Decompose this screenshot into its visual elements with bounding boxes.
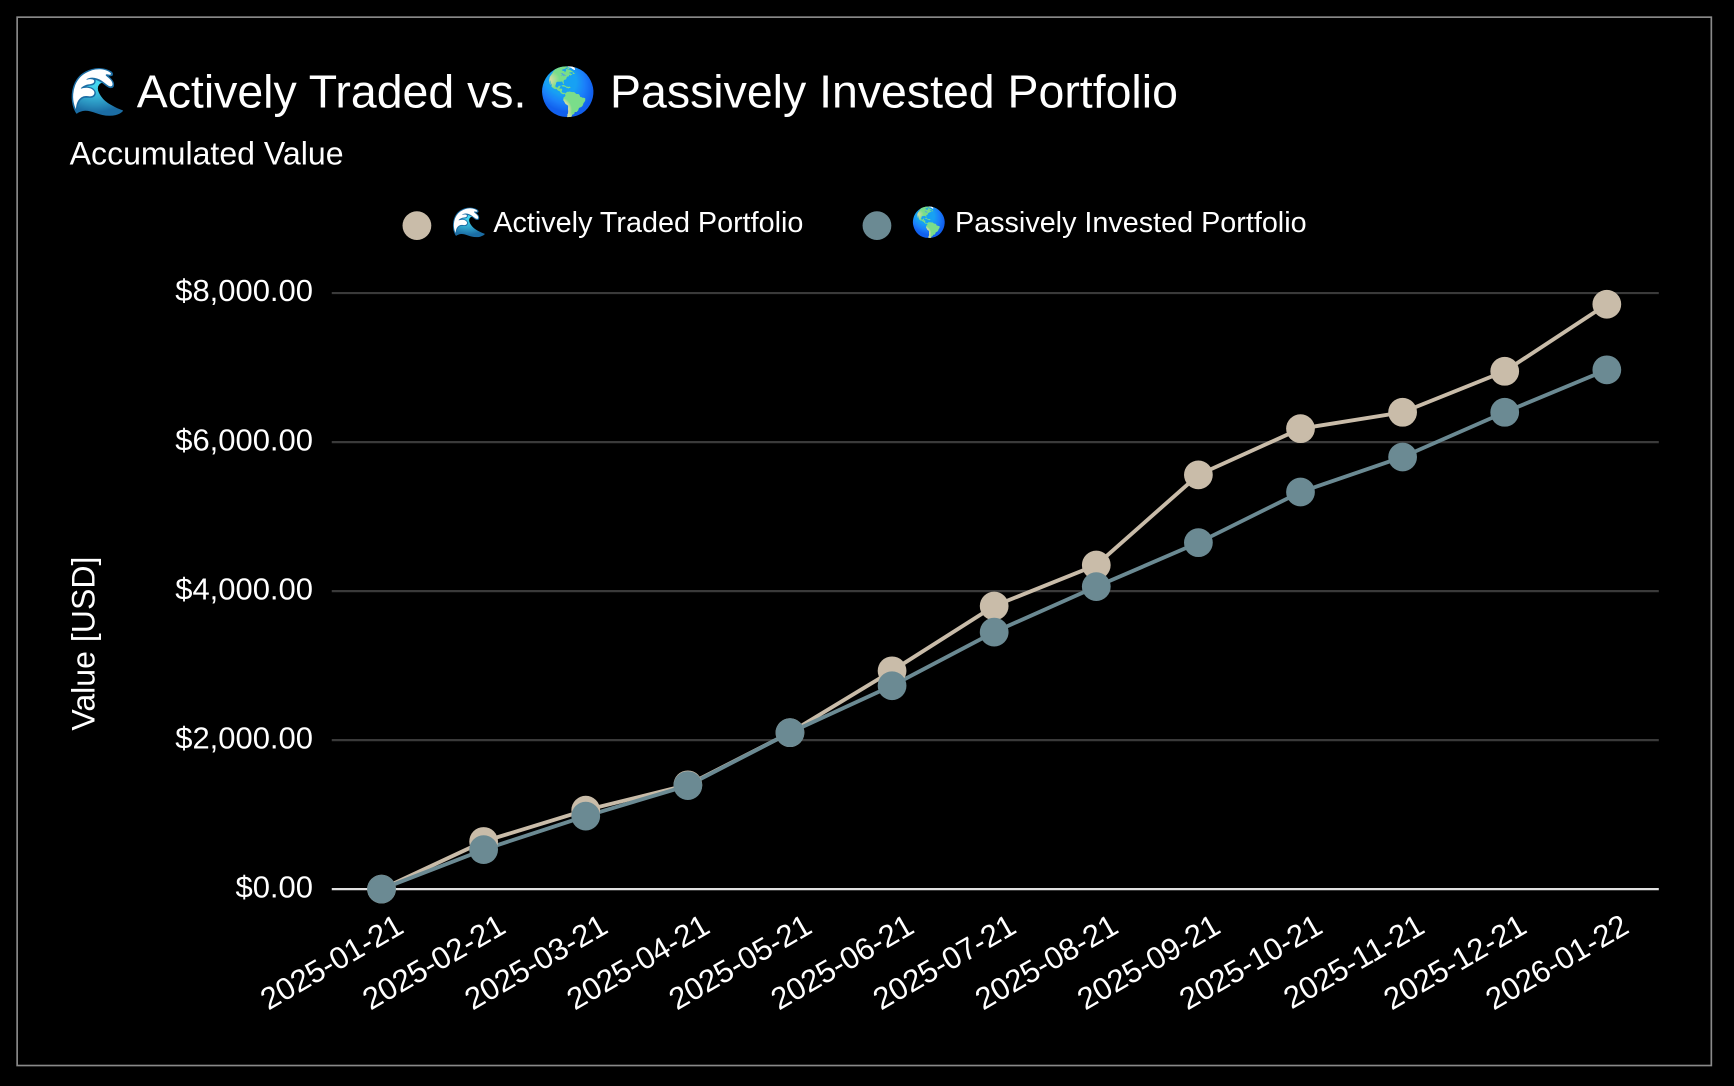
data-point: [1184, 460, 1213, 490]
chart-border: [16, 16, 1713, 1067]
legend-label: 🌊 Actively Traded Portfolio: [451, 205, 803, 239]
data-point: [1592, 355, 1622, 385]
data-point: [469, 835, 499, 865]
data-point: [1592, 289, 1622, 319]
y-tick-label: $4,000.00: [175, 571, 313, 606]
data-point: [1388, 397, 1417, 427]
data-point: [979, 617, 1009, 647]
data-point: [673, 771, 703, 800]
data-point: [571, 801, 601, 831]
data-point: [1490, 356, 1520, 386]
chart-subtitle: Accumulated Value: [70, 135, 344, 171]
y-tick-label: $8,000.00: [175, 273, 313, 308]
data-point: [1490, 397, 1520, 427]
data-point: [1286, 477, 1315, 507]
y-tick-label: $0.00: [235, 869, 312, 904]
data-point: [1081, 550, 1111, 580]
data-point: [367, 874, 396, 904]
y-tick-label: $6,000.00: [175, 422, 313, 457]
data-point: [1388, 442, 1417, 472]
data-point: [1081, 572, 1111, 602]
data-point: [1184, 528, 1213, 558]
data-point: [877, 671, 907, 701]
data-point: [979, 591, 1009, 621]
legend-marker: [402, 211, 432, 240]
data-point: [775, 718, 805, 748]
legend-label: 🌎 Passively Invested Portfolio: [911, 205, 1306, 239]
y-tick-label: $2,000.00: [175, 720, 313, 755]
legend-marker: [862, 211, 892, 240]
y-axis-title: Value [USD]: [66, 557, 102, 731]
data-point: [1286, 414, 1315, 444]
chart-title: 🌊 Actively Traded vs. 🌎 Passively Invest…: [69, 64, 1178, 118]
